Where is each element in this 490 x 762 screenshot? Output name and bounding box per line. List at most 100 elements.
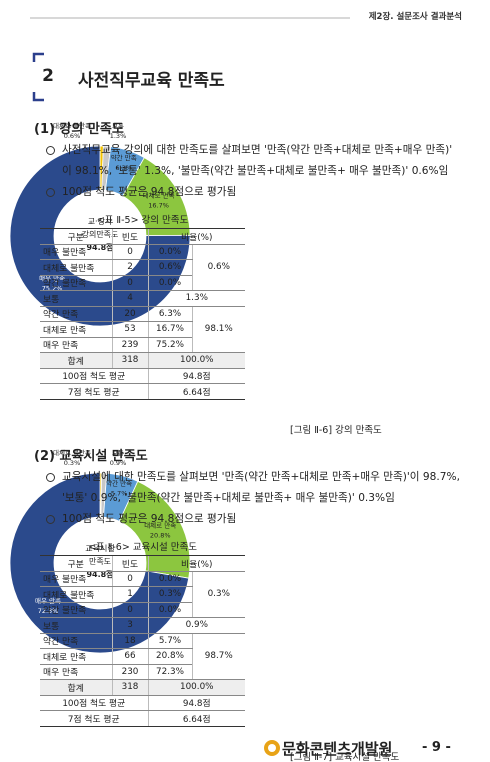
table-row: 약간 불만족 0 0.0% xyxy=(40,274,245,291)
segment-name: 보통 xyxy=(112,122,124,130)
table-row: 대체로 불만족 1 0.3% xyxy=(40,586,245,603)
table-cell: 0.0% xyxy=(147,570,192,587)
table-row: 합계 318 100.0% xyxy=(40,679,246,696)
table-cell: 보통 xyxy=(40,617,112,634)
table-cell: 7점 척도 평균 xyxy=(40,383,148,400)
table-row: 100점 척도 평균 94.8점 xyxy=(40,694,246,711)
table-caption: <표 Ⅱ-6> 교육시설 만족도 xyxy=(87,542,198,553)
table-row: 대체로 만족 66 20.8% xyxy=(40,648,245,665)
table-cell: 합계 xyxy=(40,679,112,696)
table-cell: 0 xyxy=(111,274,148,291)
table-row: 약간 불만족 0 0.0% xyxy=(40,601,245,618)
table-row: 7점 척도 평균 6.64점 xyxy=(40,710,246,727)
table-row: 매우 불만족 0 0.0% 0.3% xyxy=(40,570,246,618)
segment-value: 6.3% xyxy=(115,164,132,172)
table-cell: 1 xyxy=(111,586,148,603)
table-cell: 대체로 만족 xyxy=(40,648,112,665)
table-row: 보통 3 0.9% xyxy=(40,617,246,634)
table-cell: 16.7% xyxy=(147,321,192,338)
stats-table: 구분 빈도 비율(%) 매우 불만족 0 0.0% 0.3% 대체로 불만족 1 0.3% 약간 불… xyxy=(40,555,246,727)
table-cell: 대체로 만족 xyxy=(40,321,112,338)
table-cell: 6.3% xyxy=(147,305,192,322)
table-cell: 대체로 불만족 xyxy=(40,259,112,276)
table-cell: 0 xyxy=(111,243,148,260)
table-cell: 1.3% xyxy=(147,290,246,307)
table-cell: 98.1% xyxy=(191,305,246,353)
table-cell: 매우 만족 xyxy=(40,663,112,680)
table-cell: 6.64점 xyxy=(147,710,246,727)
table-cell: 매우 불만족 xyxy=(40,243,112,260)
center-label: 교육시설 xyxy=(85,543,114,553)
table-row: 매우 만족 230 72.3% xyxy=(40,663,245,680)
header-cell: 빈도 xyxy=(111,228,148,245)
table-cell: 98.7% xyxy=(191,632,246,680)
table-row: 합계 318 100.0% xyxy=(40,352,246,369)
table-row: 대체로 만족 53 16.7% xyxy=(40,321,245,338)
section-title: 사전직무교육 만족도 xyxy=(78,71,225,91)
bullet-item: 100점 척도 평균은 94.8점으로 평가됨 xyxy=(44,182,462,203)
table-cell: 72.3% xyxy=(147,663,192,680)
center-label: 교·강사 xyxy=(88,216,113,226)
header-cell: 구분 xyxy=(40,228,112,245)
table-cell: 0 xyxy=(111,570,148,587)
table-cell: 230 xyxy=(111,663,148,680)
header-cell: 비율(%) xyxy=(147,228,246,245)
bullet-item: 사전직무교육 강의에 대한 만족도를 살펴보면 '만족(약간 만족+대체로 만족… xyxy=(44,140,462,182)
bullet-list: 사전직무교육 강의에 대한 만족도를 살펴보면 '만족(약간 만족+대체로 만족… xyxy=(44,140,462,203)
table-row: 100점 척도 평균 94.8점 xyxy=(40,367,246,384)
table-cell: 4 xyxy=(111,290,148,307)
table-cell: 53 xyxy=(111,321,148,338)
segment-name: 약간 만족 xyxy=(106,478,132,487)
table-cell: 318 xyxy=(111,352,148,369)
table-cell: 100점 척도 평균 xyxy=(40,367,148,384)
table-cell: 100점 척도 평균 xyxy=(40,694,148,711)
table-cell: 약간 만족 xyxy=(40,632,112,649)
segment-value: 20.8% xyxy=(150,531,171,539)
segment-value: 0.3% xyxy=(64,459,81,467)
table-cell: 합계 xyxy=(40,352,112,369)
table-cell: 100.0% xyxy=(147,679,246,696)
table-cell: 239 xyxy=(111,336,148,353)
table-cell: 75.2% xyxy=(147,336,192,353)
table-row: 매우 불만족 0 0.0% 0.6% xyxy=(40,243,246,291)
table-row: 약간 만족 20 6.3% 98.1% xyxy=(40,305,246,353)
table-cell: 18 xyxy=(111,632,148,649)
table-cell: 66 xyxy=(111,648,148,665)
decor xyxy=(30,17,350,102)
table-cell: 5.7% xyxy=(147,632,192,649)
table-cell: 매우 불만족 xyxy=(40,570,112,587)
table-cell: 6.64점 xyxy=(147,383,246,400)
subsection-title: (1) 강의 만족도 xyxy=(34,122,124,137)
table-caption: <표 Ⅱ-5> 강의 만족도 xyxy=(96,215,189,226)
chapter-header: 제2장. 설문조사 결과분석 xyxy=(368,12,462,22)
figure-caption: [그림 Ⅱ-6] 강의 만족도 xyxy=(290,425,382,436)
segment-value: 5.7% xyxy=(111,489,128,497)
table-cell: 0 xyxy=(111,601,148,618)
figure-caption: [그림 Ⅱ-7] 교육시설 만족도 xyxy=(290,752,400,762)
subsection-title: (2) 교육시설 만족도 xyxy=(34,449,148,464)
table-cell: 94.8점 xyxy=(147,694,246,711)
bullet-list: 교육시설에 대한 만족도를 살펴보면 '만족(약간 만족+대체로 만족+매우 만… xyxy=(44,467,462,530)
segment-value: 16.7% xyxy=(148,202,169,210)
table-cell: 보통 xyxy=(40,290,112,307)
stats-table: 구분 빈도 비율(%) 매우 불만족 0 0.0% 0.6% 대체로 불만족 2 0.6% 약간 불… xyxy=(40,228,246,400)
table-cell: 20 xyxy=(111,305,148,322)
segment-name: 대체로 만족 xyxy=(143,191,175,200)
segment-name: 약간 만족 xyxy=(111,153,137,162)
header-cell: 구분 xyxy=(40,555,112,572)
segment-name: 보통 xyxy=(112,449,124,457)
table-cell: 0.3% xyxy=(147,586,192,603)
table-header-row: 구분 빈도 비율(%) xyxy=(40,555,246,572)
segment-value: 0.9% xyxy=(110,459,127,467)
table-row: 7점 척도 평균 6.64점 xyxy=(40,383,246,400)
table-cell: 약간 만족 xyxy=(40,305,112,322)
segment-name: 대체로 불만족 xyxy=(53,448,91,457)
table-cell: 3 xyxy=(111,617,148,634)
table-row: 매우 만족 239 75.2% xyxy=(40,336,245,353)
table-cell: 0.0% xyxy=(147,243,192,260)
table-header-row: 구분 빈도 비율(%) xyxy=(40,228,246,245)
table-cell: 94.8점 xyxy=(147,367,246,384)
